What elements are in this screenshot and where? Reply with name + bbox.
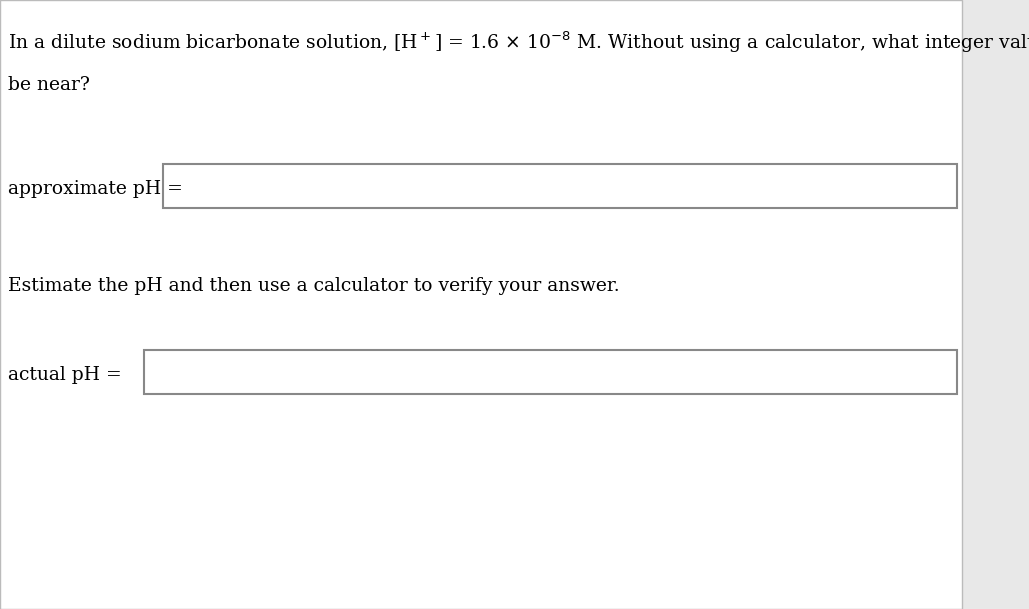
FancyBboxPatch shape — [163, 164, 957, 208]
Text: In a dilute sodium bicarbonate solution, [H$^+$] = 1.6 $\times$ 10$^{-8}$ M. Wit: In a dilute sodium bicarbonate solution,… — [8, 29, 1029, 55]
Text: Estimate the pH and then use a calculator to verify your answer.: Estimate the pH and then use a calculato… — [8, 277, 619, 295]
Text: approximate pH =: approximate pH = — [8, 180, 183, 198]
FancyBboxPatch shape — [144, 350, 957, 394]
FancyBboxPatch shape — [0, 0, 962, 609]
Text: actual pH =: actual pH = — [8, 365, 122, 384]
Text: be near?: be near? — [8, 76, 91, 94]
